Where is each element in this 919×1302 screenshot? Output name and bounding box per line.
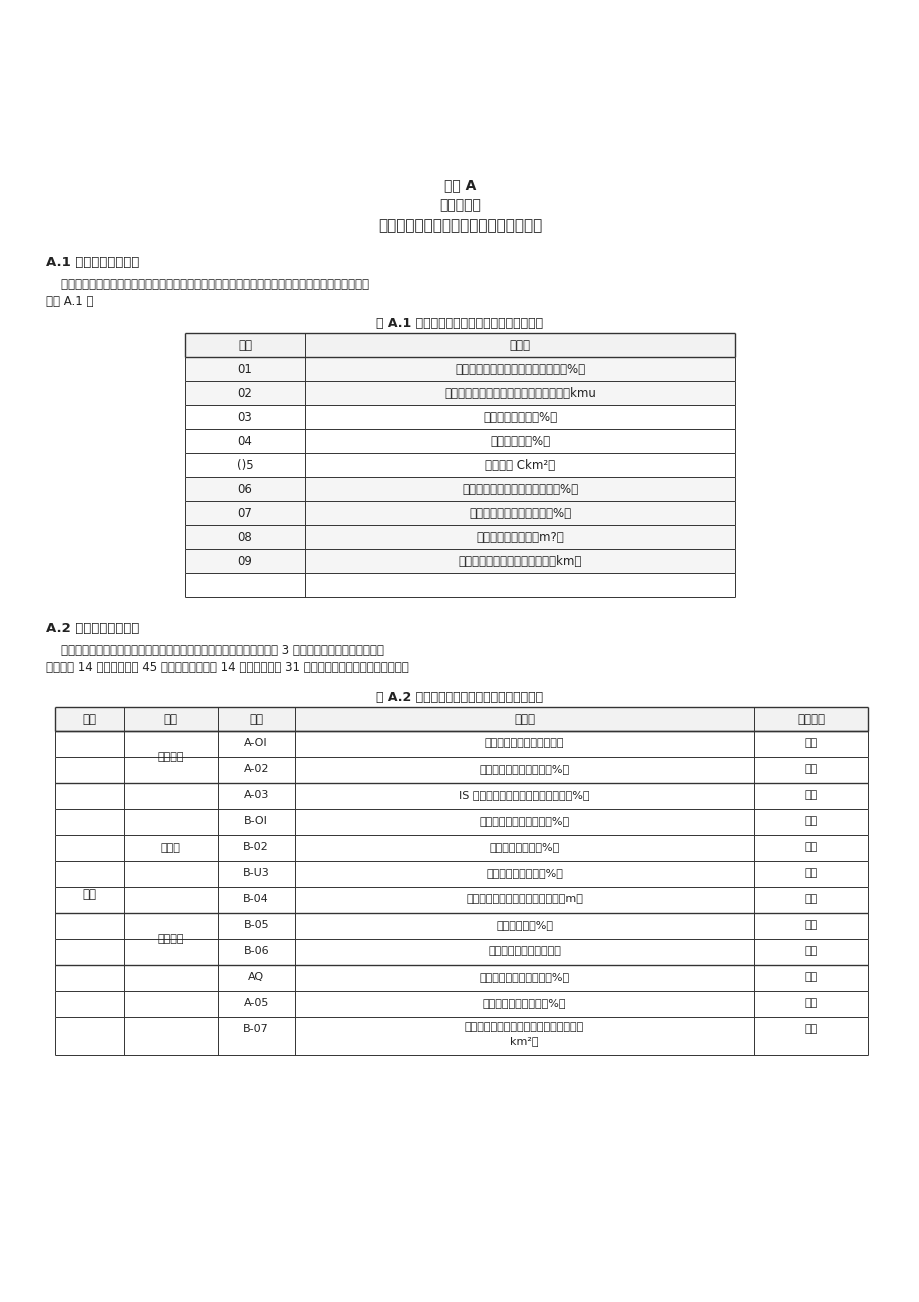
Text: B-05: B-05: [244, 921, 268, 930]
Text: 推荐: 推荐: [803, 842, 817, 852]
Text: 下表 A.1 。: 下表 A.1 。: [46, 296, 94, 309]
Bar: [185, 381, 734, 405]
Bar: [185, 477, 734, 501]
Text: 序号: 序号: [238, 339, 252, 352]
Bar: [185, 525, 734, 549]
Text: B-04: B-04: [244, 894, 268, 904]
Text: 表 A.1 国土空间生态修复规划年度体检指标表: 表 A.1 国土空间生态修复规划年度体检指标表: [376, 316, 543, 329]
Text: 地质灾害隐患点数（个）: 地质灾害隐患点数（个）: [488, 947, 561, 956]
Bar: [185, 453, 734, 477]
Text: 平原区地下水平均埋深年度变化（m）: 平原区地下水平均埋深年度变化（m）: [466, 894, 583, 904]
Text: A.1 年度体检指标体系: A.1 年度体检指标体系: [46, 256, 139, 270]
Text: 防洪堤防达标率（%）: 防洪堤防达标率（%）: [489, 842, 559, 852]
Text: ()5: ()5: [236, 460, 253, 473]
Text: 生态保护红线面积占比（%）: 生态保护红线面积占比（%）: [479, 973, 569, 982]
Text: A-05: A-05: [244, 999, 268, 1008]
Text: 推荐: 推荐: [803, 921, 817, 930]
Text: A-OI: A-OI: [244, 738, 267, 749]
Text: B-06: B-06: [244, 947, 268, 956]
Text: B-OI: B-OI: [244, 816, 267, 825]
Bar: [185, 549, 734, 573]
Text: 推荐: 推荐: [803, 868, 817, 878]
Text: 二级: 二级: [164, 713, 177, 727]
Text: 国土空间生态修复规划体检评估指标体系: 国土空间生态修复规划体检评估指标体系: [378, 217, 541, 233]
Text: 对于国土空间生态修复规划实施五年评估，按照安全、健康、和谐分为 3 个一级类别，在此基础上进一: 对于国土空间生态修复规划实施五年评估，按照安全、健康、和谐分为 3 个一级类别，…: [46, 644, 383, 658]
Text: 基本: 基本: [803, 973, 817, 982]
Bar: [185, 405, 734, 428]
Text: 推荐: 推荐: [803, 947, 817, 956]
Text: 附录 A: 附录 A: [443, 178, 476, 191]
Text: 永久基本农田面积（万亩）: 永久基本农田面积（万亩）: [484, 738, 563, 749]
Text: 城乡居民每万人拥有绿道长度（km）: 城乡居民每万人拥有绿道长度（km）: [458, 555, 581, 568]
Text: 04: 04: [237, 435, 252, 448]
Text: 基本: 基本: [803, 738, 817, 749]
Text: 生态保护红线范围内城乡建设用地面积（: 生态保护红线范围内城乡建设用地面积（: [464, 1022, 584, 1032]
Text: 地质安全: 地质安全: [157, 934, 184, 944]
Text: 水安全: 水安全: [161, 842, 181, 853]
Text: 08: 08: [237, 531, 252, 544]
Text: 03: 03: [237, 411, 252, 424]
Text: 受污染耕地安全利用率（%）: 受污染耕地安全利用率（%）: [479, 764, 569, 773]
Text: B-U3: B-U3: [243, 868, 269, 878]
Text: 指标项: 指标项: [509, 339, 530, 352]
Text: 指标项: 指标项: [514, 713, 535, 727]
Text: 一级: 一级: [83, 713, 96, 727]
Text: 森林覆盖率（%）: 森林覆盖率（%）: [490, 435, 550, 448]
Text: 指标类别: 指标类别: [796, 713, 824, 727]
Text: 09: 09: [237, 555, 252, 568]
Text: km²）: km²）: [510, 1036, 539, 1046]
Text: AQ: AQ: [248, 973, 264, 982]
Text: 06: 06: [237, 483, 252, 496]
Text: A-03: A-03: [244, 790, 268, 799]
Text: 人均公园绿地面积（m?）: 人均公园绿地面积（m?）: [476, 531, 563, 544]
Text: 自然岸线保有率（%）: 自然岸线保有率（%）: [482, 411, 557, 424]
Text: B-02: B-02: [244, 842, 268, 852]
Text: 基本: 基本: [803, 790, 817, 799]
Text: 耕地面积 Ckm²）: 耕地面积 Ckm²）: [484, 460, 554, 473]
Bar: [185, 357, 734, 381]
Text: 步划分为 14 个二级类别和 45 项指标，其中包括 14 项基本指标和 31 项推荐指标。指标分级可参见下表: 步划分为 14 个二级类别和 45 项指标，其中包括 14 项基本指标和 31 …: [46, 661, 408, 674]
Text: 推荐: 推荐: [803, 816, 817, 825]
Text: 推荐: 推荐: [803, 894, 817, 904]
Text: （规范性）: （规范性）: [438, 198, 481, 212]
Text: 重要江河湖泊水功能区水质达标率（%）: 重要江河湖泊水功能区水质达标率（%）: [454, 363, 584, 376]
Text: 07: 07: [237, 506, 252, 519]
Bar: [185, 501, 734, 525]
Text: 生态控制区面积占比（%）: 生态控制区面积占比（%）: [482, 999, 565, 1008]
Text: 安全: 安全: [83, 888, 96, 901]
Text: IS 要江河湖泊水功能区水质达标率（%）: IS 要江河湖泊水功能区水质达标率（%）: [459, 790, 589, 799]
Text: 序号: 序号: [249, 713, 263, 727]
Text: 地下水开发利用率（%）: 地下水开发利用率（%）: [485, 868, 562, 878]
Text: 基本: 基本: [803, 764, 817, 773]
Text: 基本: 基本: [803, 999, 817, 1008]
Text: A-02: A-02: [244, 764, 268, 773]
Bar: [55, 707, 867, 730]
Text: 历史遗留废弃矿山综合治理率（%）: 历史遗留废弃矿山综合治理率（%）: [461, 483, 577, 496]
Text: 02: 02: [237, 387, 252, 400]
Text: B-07: B-07: [244, 1023, 268, 1034]
Text: 生态保护红线范围内城乡建设用地面积（kmu: 生态保护红线范围内城乡建设用地面积（kmu: [444, 387, 596, 400]
Text: A.2 五年评估指标体系: A.2 五年评估指标体系: [46, 622, 139, 635]
Bar: [185, 333, 734, 357]
Bar: [185, 428, 734, 453]
Text: 历史内涝积水点治理率（%）: 历史内涝积水点治理率（%）: [479, 816, 569, 825]
Text: 水土保持率（%）: 水土保持率（%）: [495, 921, 552, 930]
Bar: [185, 573, 734, 598]
Text: 01: 01: [237, 363, 252, 376]
Text: 对于国土空间生态修复规划年度体检，可聚焦年度变量，选取部分代表性指标。年度体检指标可参见: 对于国土空间生态修复规划年度体检，可聚焦年度变量，选取部分代表性指标。年度体检指…: [46, 279, 369, 292]
Text: 粮食安全: 粮食安全: [157, 753, 184, 762]
Text: 拆违腾退用地修复治理率（%）: 拆违腾退用地修复治理率（%）: [469, 506, 571, 519]
Text: 推荐: 推荐: [803, 1023, 817, 1034]
Text: 表 A.2 国土空间生态修复规划五年评估指标表: 表 A.2 国土空间生态修复规划五年评估指标表: [376, 691, 543, 704]
